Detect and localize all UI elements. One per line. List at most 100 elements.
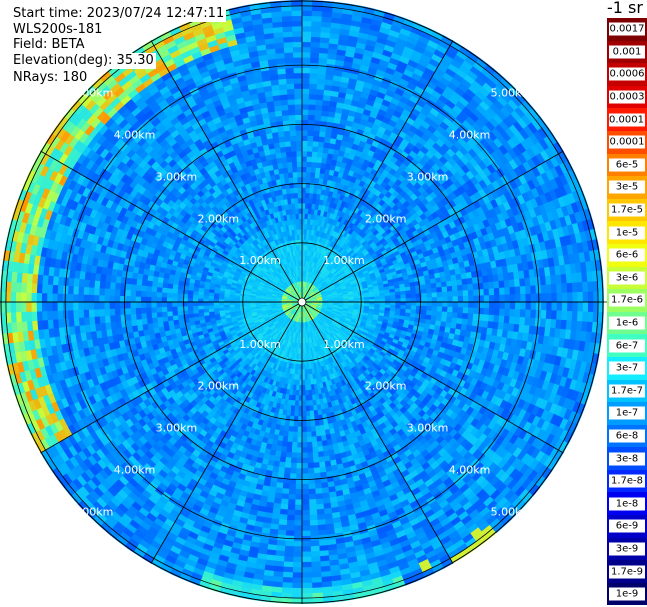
range-gate-cell — [301, 171, 307, 178]
range-gate-cell — [295, 213, 300, 220]
range-gate-cell — [416, 297, 423, 303]
range-gate-cell — [436, 291, 443, 298]
range-gate-cell — [436, 296, 443, 303]
range-gate-cell — [305, 410, 311, 417]
range-gate-cell — [301, 405, 307, 412]
range-gate-cell — [294, 197, 299, 204]
radar-disc — [0, 0, 604, 604]
range-gate-cell — [298, 208, 303, 214]
range-gate-cell — [310, 420, 316, 428]
range-gate-cell — [425, 310, 433, 316]
range-gate-cell — [181, 293, 189, 299]
range-gate-cell — [161, 306, 168, 313]
range-gate-cell — [155, 301, 162, 308]
range-gate-cell — [218, 301, 225, 306]
range-gate-cell — [426, 297, 433, 303]
range-gate-cell — [309, 410, 315, 417]
range-gate-cell — [192, 305, 199, 310]
range-gate-cell — [301, 416, 307, 423]
range-gate-cell — [161, 286, 168, 293]
range-gate-cell — [197, 298, 204, 303]
range-gate-cell — [166, 301, 173, 308]
range-gate-cell — [292, 166, 298, 173]
range-gate-cell — [291, 436, 298, 443]
range-gate-cell — [294, 192, 299, 199]
range-gate-cell — [301, 442, 308, 449]
range-gate-cell — [415, 289, 422, 295]
range-gate-cell — [208, 301, 214, 306]
range-gate-cell — [292, 171, 298, 178]
range-gate-cell — [297, 405, 303, 412]
range-gate-cell — [161, 296, 168, 303]
range-gate-cell — [400, 301, 407, 306]
range-gate-cell — [286, 441, 293, 448]
range-gate-cell — [208, 298, 214, 303]
range-gate-cell — [379, 298, 386, 303]
range-gate-cell — [441, 311, 448, 318]
range-gate-cell — [304, 369, 308, 376]
range-gate-cell — [421, 292, 428, 299]
range-gate-cell — [301, 374, 306, 381]
range-gate-cell — [294, 202, 300, 209]
range-gate-cell — [166, 296, 173, 303]
range-gate-cell — [292, 421, 299, 428]
range-gate-cell — [301, 411, 307, 417]
range-gate-cell — [384, 295, 391, 300]
range-gate-cell — [171, 310, 179, 316]
range-gate-cell — [298, 400, 303, 407]
range-gate-cell — [436, 306, 443, 313]
range-gate-cell — [286, 436, 293, 443]
range-gate-cell — [202, 298, 209, 303]
range-gate-cell — [426, 301, 433, 307]
range-gate-cell — [197, 305, 204, 310]
range-gate-cell — [298, 213, 303, 219]
range-gate-cell — [311, 156, 318, 163]
range-gate-cell — [171, 301, 178, 307]
range-gate-cell — [431, 301, 438, 308]
range-gate-cell — [301, 192, 307, 199]
range-gate-cell — [288, 425, 294, 433]
range-gate-cell — [306, 155, 313, 163]
range-gate-cell — [292, 176, 299, 183]
range-gate-cell — [301, 202, 306, 209]
range-gate-cell — [301, 436, 308, 443]
range-gate-cell — [297, 187, 303, 193]
range-gate-cell — [296, 166, 303, 173]
range-gate-cell — [176, 297, 183, 303]
range-gate-cell — [440, 281, 448, 288]
range-gate-cell — [297, 176, 303, 183]
range-gate-cell — [421, 297, 428, 303]
range-gate-cell — [291, 441, 298, 449]
range-gate-cell — [400, 294, 407, 299]
range-gate-cell — [187, 309, 194, 315]
range-gate-cell — [301, 400, 306, 407]
range-gate-cell — [296, 228, 300, 235]
range-gate-cell — [161, 311, 168, 318]
range-gate-cell — [290, 192, 296, 199]
range-gate-cell — [176, 310, 184, 316]
range-gate-cell — [155, 306, 163, 313]
range-gate-cell — [192, 301, 199, 307]
range-gate-cell — [166, 292, 173, 298]
range-gate-cell — [395, 298, 402, 303]
range-gate-cell — [405, 305, 412, 310]
range-gate-cell — [176, 292, 183, 299]
range-gate-cell — [207, 304, 215, 309]
range-gate-cell — [298, 202, 303, 209]
range-gate-cell — [301, 379, 306, 386]
range-gate-cell — [166, 310, 173, 317]
range-gate-cell — [411, 301, 417, 307]
range-gate-cell — [202, 304, 209, 310]
range-gate-cell — [187, 305, 194, 311]
range-gate-cell — [298, 197, 303, 204]
range-gate-cell — [293, 181, 299, 189]
range-gate-cell — [306, 436, 313, 443]
range-gate-cell — [436, 286, 443, 293]
range-gate-cell — [305, 415, 311, 423]
range-gate-cell — [187, 301, 193, 307]
range-gate-cell — [442, 301, 449, 308]
range-gate-cell — [390, 298, 396, 303]
range-gate-cell — [305, 405, 310, 412]
range-gate-cell — [155, 291, 163, 298]
range-gate-cell — [426, 292, 433, 298]
